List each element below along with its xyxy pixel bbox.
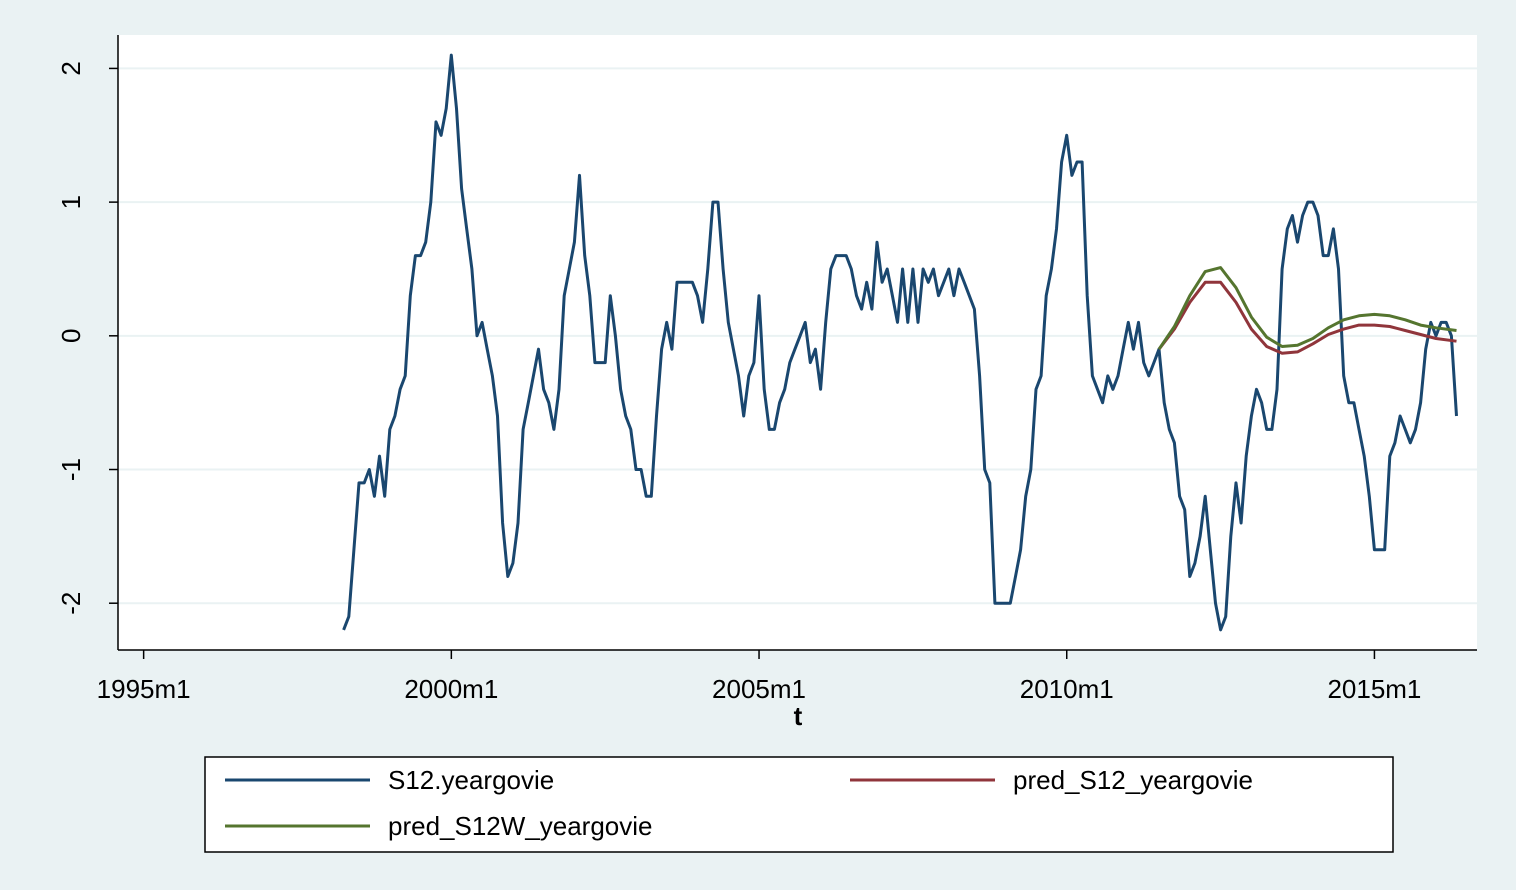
y-tick-label: 1 [56, 195, 86, 209]
legend-label: S12.yeargovie [388, 765, 554, 795]
legend-label: pred_S12_yeargovie [1013, 765, 1253, 795]
x-tick-label: 2010m1 [1020, 674, 1114, 704]
series-line [1157, 266, 1457, 351]
x-tick-label: 2000m1 [404, 674, 498, 704]
y-tick-label: -1 [56, 458, 86, 481]
x-tick-label: 2005m1 [712, 674, 806, 704]
legend-label: pred_S12W_yeargovie [388, 811, 653, 841]
series-line [342, 53, 1458, 632]
x-axis-label: t [794, 701, 803, 731]
series-line [1157, 280, 1457, 355]
y-tick-label: -2 [56, 592, 86, 615]
x-tick-label: 2015m1 [1327, 674, 1421, 704]
legend [204, 756, 1394, 853]
y-tick-label: 0 [56, 329, 86, 343]
x-tick-label: 1995m1 [97, 674, 191, 704]
y-tick-label: 2 [56, 61, 86, 75]
